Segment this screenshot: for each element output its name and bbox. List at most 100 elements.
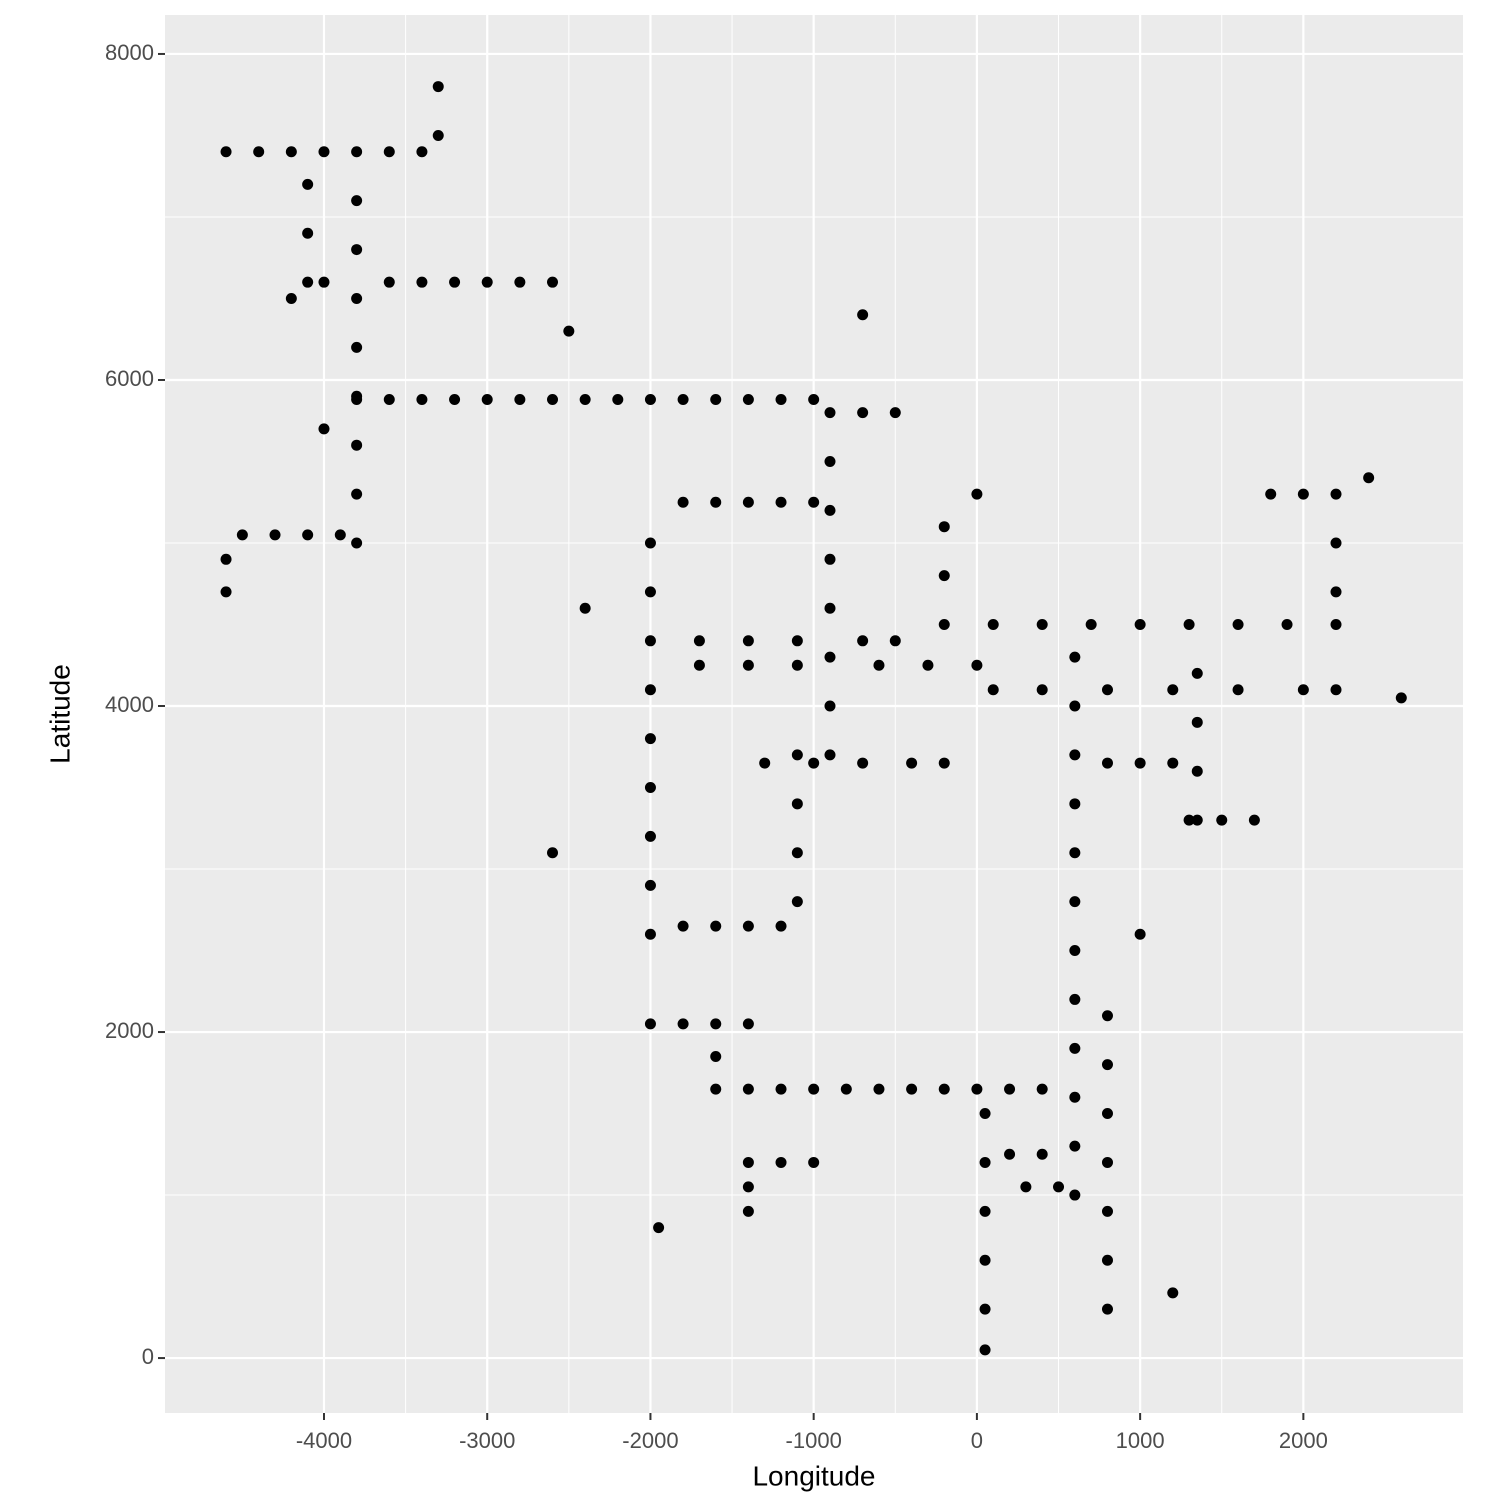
point bbox=[873, 1083, 885, 1095]
point bbox=[1036, 684, 1048, 696]
point bbox=[1183, 814, 1195, 826]
point bbox=[1004, 1148, 1016, 1160]
point bbox=[791, 847, 803, 859]
point bbox=[269, 529, 281, 541]
point bbox=[808, 394, 820, 406]
point bbox=[938, 570, 950, 582]
point bbox=[808, 496, 820, 508]
point bbox=[938, 757, 950, 769]
point bbox=[857, 757, 869, 769]
point bbox=[742, 920, 754, 932]
point bbox=[644, 586, 656, 598]
point bbox=[514, 394, 526, 406]
point bbox=[775, 1156, 787, 1168]
point bbox=[1297, 684, 1309, 696]
point bbox=[1101, 1010, 1113, 1022]
point bbox=[742, 1156, 754, 1168]
point bbox=[1004, 1083, 1016, 1095]
point bbox=[644, 928, 656, 940]
point bbox=[1069, 847, 1081, 859]
point bbox=[857, 635, 869, 647]
point bbox=[987, 619, 999, 631]
point bbox=[906, 1083, 918, 1095]
point bbox=[351, 244, 363, 256]
point bbox=[775, 394, 787, 406]
point bbox=[1330, 537, 1342, 549]
point bbox=[253, 146, 265, 158]
x-tick-label: -2000 bbox=[622, 1428, 678, 1453]
point bbox=[1069, 651, 1081, 663]
point bbox=[857, 407, 869, 419]
point bbox=[979, 1156, 991, 1168]
y-tick-label: 2000 bbox=[105, 1018, 154, 1043]
point bbox=[1134, 757, 1146, 769]
point bbox=[824, 504, 836, 516]
point bbox=[1101, 1156, 1113, 1168]
x-tick-label: -4000 bbox=[296, 1428, 352, 1453]
point bbox=[416, 146, 428, 158]
point bbox=[938, 521, 950, 533]
point bbox=[791, 635, 803, 647]
point bbox=[449, 394, 461, 406]
point bbox=[710, 394, 722, 406]
point bbox=[1101, 1205, 1113, 1217]
point bbox=[710, 1083, 722, 1095]
point bbox=[1069, 798, 1081, 810]
point bbox=[563, 325, 575, 337]
point bbox=[644, 879, 656, 891]
point bbox=[1020, 1181, 1032, 1193]
point bbox=[1265, 488, 1277, 500]
y-tick-label: 8000 bbox=[105, 40, 154, 65]
point bbox=[1248, 814, 1260, 826]
point bbox=[579, 394, 591, 406]
point bbox=[889, 407, 901, 419]
point bbox=[1232, 619, 1244, 631]
point bbox=[1069, 700, 1081, 712]
point bbox=[987, 684, 999, 696]
point bbox=[547, 394, 559, 406]
point bbox=[351, 292, 363, 304]
y-tick-label: 6000 bbox=[105, 366, 154, 391]
point bbox=[653, 1222, 665, 1234]
point bbox=[318, 146, 330, 158]
point bbox=[1216, 814, 1228, 826]
point bbox=[922, 659, 934, 671]
point bbox=[1134, 928, 1146, 940]
x-tick-label: 0 bbox=[971, 1428, 983, 1453]
point bbox=[285, 146, 297, 158]
point bbox=[1281, 619, 1293, 631]
point bbox=[677, 394, 689, 406]
point bbox=[889, 635, 901, 647]
point bbox=[644, 782, 656, 794]
point bbox=[302, 529, 314, 541]
point bbox=[775, 1083, 787, 1095]
point bbox=[775, 496, 787, 508]
point bbox=[979, 1303, 991, 1315]
point bbox=[432, 81, 444, 93]
point bbox=[383, 276, 395, 288]
point bbox=[644, 1018, 656, 1030]
point bbox=[791, 749, 803, 761]
point bbox=[334, 529, 346, 541]
point bbox=[1069, 896, 1081, 908]
point bbox=[481, 394, 493, 406]
point bbox=[693, 635, 705, 647]
y-tick-label: 0 bbox=[142, 1344, 154, 1369]
point bbox=[1191, 667, 1203, 679]
point bbox=[938, 619, 950, 631]
point bbox=[1036, 619, 1048, 631]
x-tick-label: -3000 bbox=[459, 1428, 515, 1453]
point bbox=[824, 407, 836, 419]
point bbox=[979, 1205, 991, 1217]
point bbox=[791, 659, 803, 671]
point bbox=[302, 276, 314, 288]
x-tick-label: 2000 bbox=[1279, 1428, 1328, 1453]
point bbox=[775, 920, 787, 932]
point bbox=[236, 529, 248, 541]
point bbox=[1053, 1181, 1065, 1193]
point bbox=[351, 195, 363, 207]
point bbox=[644, 684, 656, 696]
point bbox=[644, 830, 656, 842]
point bbox=[791, 798, 803, 810]
